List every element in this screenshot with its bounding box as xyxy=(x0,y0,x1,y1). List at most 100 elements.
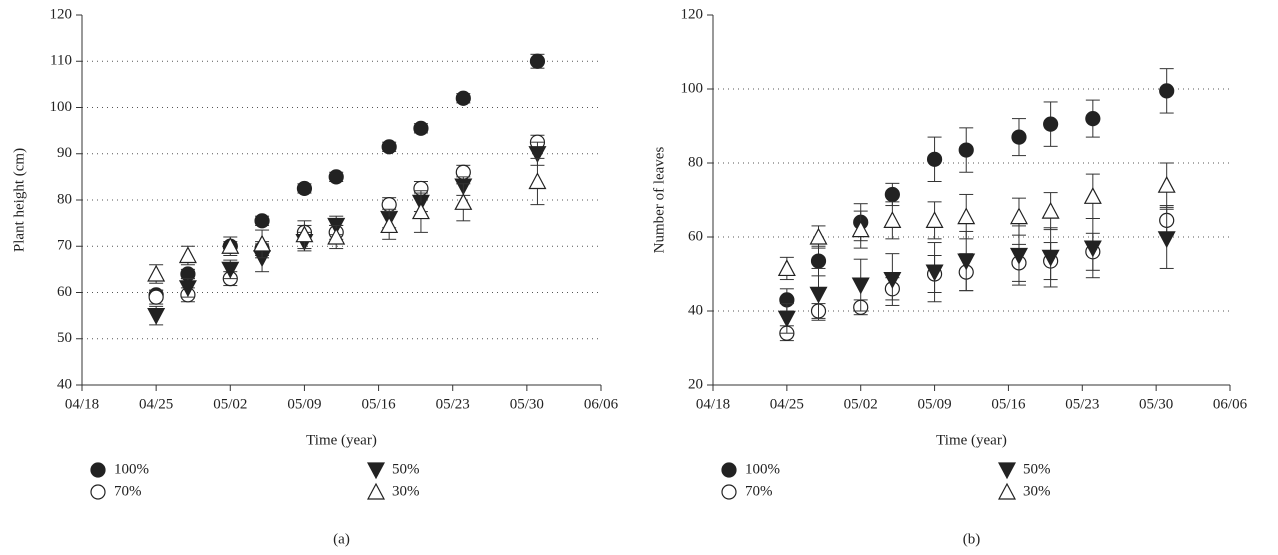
legend-marker xyxy=(998,462,1016,480)
marker xyxy=(883,211,902,228)
marker xyxy=(147,308,166,325)
marker xyxy=(1009,247,1028,265)
legend-label: 30% xyxy=(1023,483,1051,499)
marker xyxy=(328,169,344,185)
marker xyxy=(148,289,164,305)
marker xyxy=(883,271,902,289)
y-tick-label: 110 xyxy=(50,53,72,69)
marker xyxy=(454,193,473,210)
legend-label: 50% xyxy=(392,461,420,477)
marker xyxy=(1041,201,1060,219)
marker xyxy=(851,220,870,238)
marker xyxy=(253,234,272,252)
x-tick-label: 04/25 xyxy=(139,396,173,412)
legend-marker xyxy=(367,462,385,480)
marker xyxy=(296,180,313,197)
y-tick-label: 40 xyxy=(688,302,703,318)
marker xyxy=(411,202,430,220)
marker xyxy=(455,90,471,106)
marker xyxy=(777,310,796,328)
marker xyxy=(884,186,900,203)
legend-marker xyxy=(721,462,737,478)
marker xyxy=(957,253,976,271)
caption: (a) xyxy=(333,531,350,547)
legend-label: 30% xyxy=(392,483,420,499)
legend-marker xyxy=(90,462,106,478)
legend-label: 70% xyxy=(745,483,773,499)
marker xyxy=(528,146,547,164)
marker xyxy=(810,253,827,269)
marker xyxy=(178,280,197,298)
x-tick-label: 06/06 xyxy=(1213,396,1248,412)
y-tick-label: 70 xyxy=(57,238,72,254)
marker xyxy=(254,213,270,229)
x-tick-label: 05/23 xyxy=(1065,396,1099,412)
x-tick-label: 04/18 xyxy=(696,396,730,412)
x-tick-label: 05/02 xyxy=(844,396,878,412)
y-tick-label: 50 xyxy=(57,330,72,346)
x-axis-label: Time (year) xyxy=(936,432,1007,448)
marker xyxy=(221,261,240,279)
x-tick-label: 05/09 xyxy=(917,396,951,412)
marker xyxy=(925,211,944,228)
y-tick-label: 100 xyxy=(50,99,73,115)
x-tick-label: 04/18 xyxy=(65,396,99,412)
y-tick-label: 40 xyxy=(57,376,72,392)
x-tick-label: 05/02 xyxy=(213,396,247,412)
legend-label: 70% xyxy=(114,483,142,499)
marker xyxy=(809,286,828,304)
legend-marker xyxy=(367,482,385,500)
marker xyxy=(413,120,429,136)
x-tick-label: 05/09 xyxy=(287,396,321,412)
marker xyxy=(957,207,976,225)
y-tick-label: 60 xyxy=(57,284,72,300)
y-axis-label: Number of leaves xyxy=(651,147,667,254)
marker xyxy=(147,264,166,282)
marker xyxy=(1041,249,1060,267)
y-tick-label: 90 xyxy=(57,145,72,161)
marker xyxy=(1043,116,1059,132)
x-tick-label: 06/06 xyxy=(584,396,619,412)
x-tick-label: 04/25 xyxy=(770,396,804,412)
legend-label: 100% xyxy=(114,461,149,477)
legend-marker xyxy=(90,484,106,500)
marker xyxy=(528,172,547,190)
y-tick-label: 20 xyxy=(688,376,703,392)
marker xyxy=(958,142,974,158)
legend-label: 100% xyxy=(745,461,780,477)
marker xyxy=(380,216,399,234)
x-tick-label: 05/16 xyxy=(991,396,1026,412)
marker xyxy=(381,139,397,155)
y-tick-label: 120 xyxy=(50,6,73,22)
marker xyxy=(925,264,944,282)
marker xyxy=(1157,231,1176,249)
marker xyxy=(221,236,240,254)
caption: (b) xyxy=(963,531,981,547)
legend-marker xyxy=(998,482,1016,500)
legend-marker xyxy=(721,484,737,500)
marker xyxy=(851,277,870,295)
marker xyxy=(1083,187,1102,204)
marker xyxy=(1011,129,1027,145)
y-tick-label: 80 xyxy=(57,191,72,207)
marker xyxy=(926,151,943,167)
legend-label: 50% xyxy=(1023,461,1051,477)
x-tick-label: 05/30 xyxy=(510,396,544,412)
y-tick-label: 60 xyxy=(688,228,703,244)
y-tick-label: 100 xyxy=(681,80,704,96)
marker xyxy=(1159,83,1175,99)
marker xyxy=(327,227,346,245)
y-axis-label: Plant height (cm) xyxy=(11,148,27,252)
marker xyxy=(777,259,796,277)
marker xyxy=(295,225,314,243)
y-tick-label: 80 xyxy=(688,154,703,170)
x-tick-label: 05/16 xyxy=(361,396,396,412)
y-tick-label: 120 xyxy=(681,6,704,22)
marker xyxy=(1085,110,1101,127)
marker xyxy=(1157,175,1176,193)
x-tick-label: 05/30 xyxy=(1139,396,1173,412)
x-axis-label: Time (year) xyxy=(306,432,377,448)
marker xyxy=(178,246,197,264)
marker xyxy=(1009,207,1028,225)
